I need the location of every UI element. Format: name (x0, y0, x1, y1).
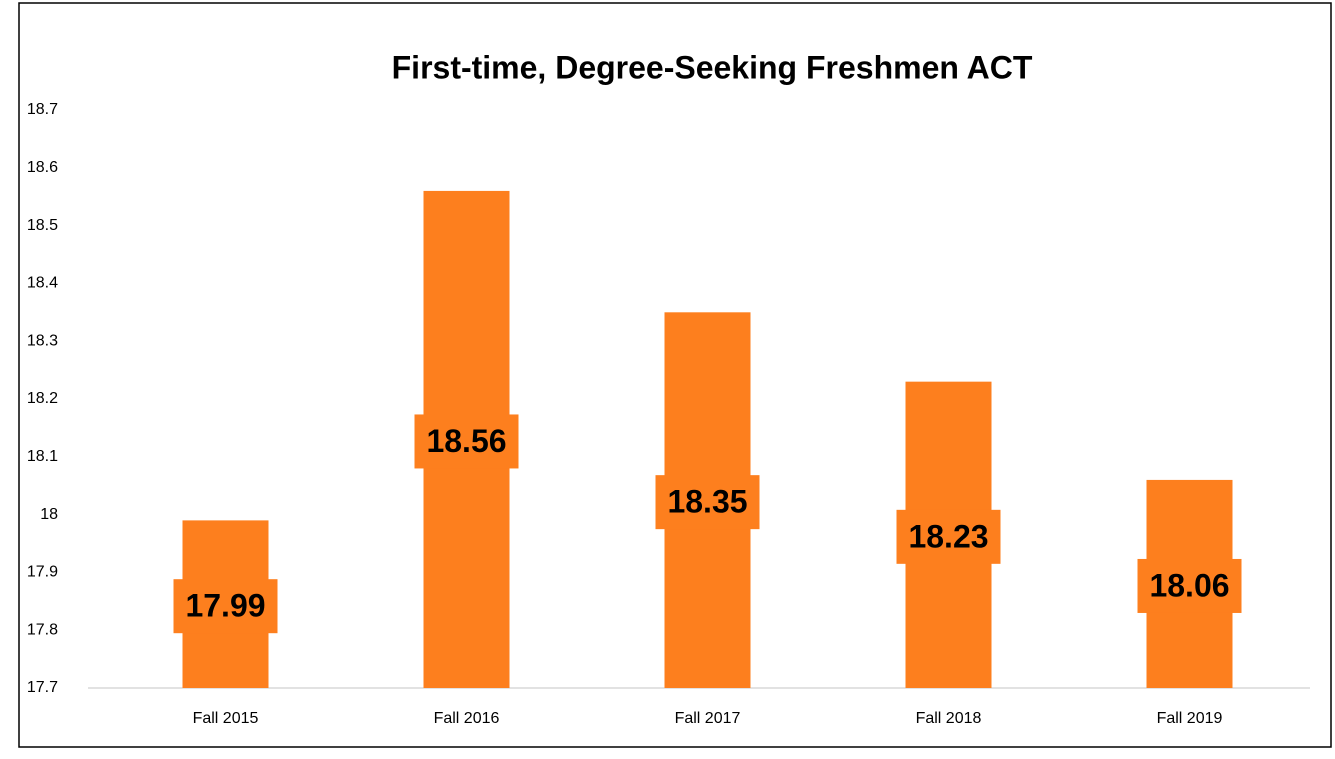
x-tick-label: Fall 2015 (193, 710, 259, 727)
y-tick-label: 18.2 (27, 390, 58, 407)
value-label: 18.56 (426, 423, 506, 459)
value-label: 18.23 (908, 518, 988, 554)
y-tick-label: 18.7 (27, 101, 58, 118)
y-tick-label: 18.1 (27, 448, 58, 465)
y-tick-label: 18 (40, 506, 58, 523)
y-tick-label: 18.4 (27, 275, 58, 292)
value-label-box (414, 414, 519, 469)
y-tick-label: 18.5 (27, 217, 58, 234)
x-tick-label: Fall 2017 (675, 710, 741, 727)
y-tick-label: 17.9 (27, 564, 58, 581)
value-label-box (655, 475, 760, 530)
chart-title: First-time, Degree-Seeking Freshmen ACT (392, 49, 1033, 85)
y-tick-label: 18.3 (27, 332, 58, 349)
value-label: 17.99 (185, 588, 265, 624)
value-label-box (1137, 558, 1242, 613)
y-tick-label: 17.7 (27, 679, 58, 696)
value-label: 18.35 (667, 484, 747, 520)
value-label: 18.06 (1149, 567, 1229, 603)
x-tick-label: Fall 2019 (1157, 710, 1223, 727)
value-label-box (173, 579, 278, 634)
value-label-box (896, 509, 1001, 564)
x-tick-label: Fall 2018 (916, 710, 982, 727)
y-tick-label: 17.8 (27, 621, 58, 638)
x-tick-label: Fall 2016 (434, 710, 500, 727)
y-tick-label: 18.6 (27, 159, 58, 176)
